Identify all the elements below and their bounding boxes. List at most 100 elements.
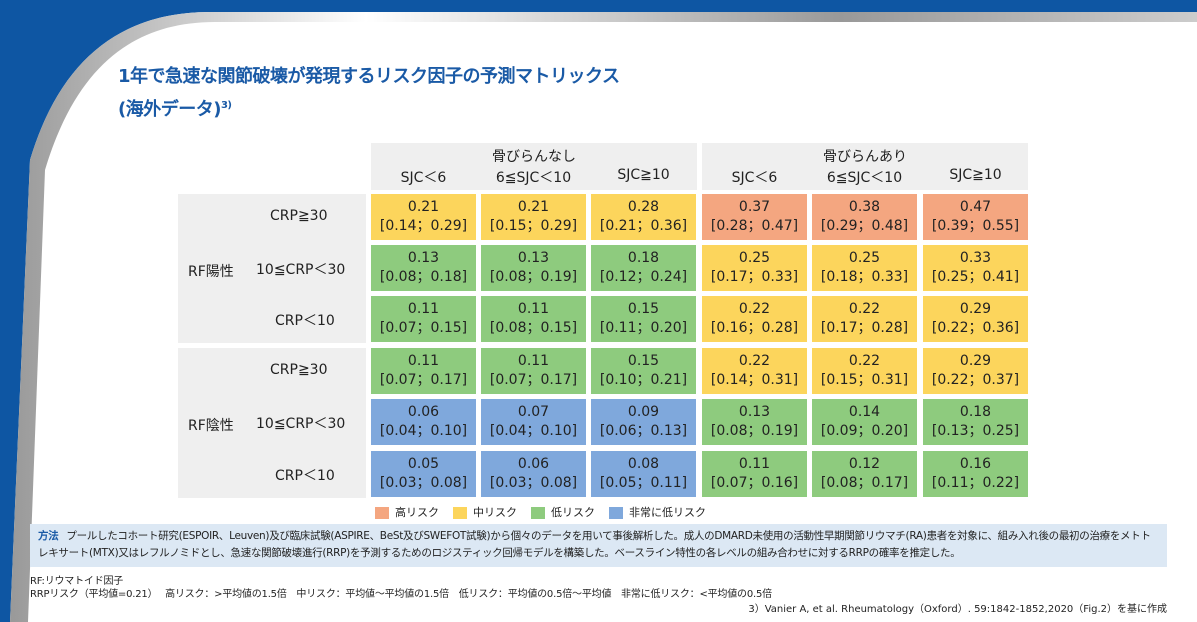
legend-swatch bbox=[375, 507, 389, 519]
cell-value: 0.13 bbox=[407, 250, 440, 266]
cell-ci: [0.07；0.15] bbox=[379, 320, 468, 336]
matrix-cell: 0.09 [0.06；0.13] bbox=[591, 399, 696, 445]
cell-value: 0.33 bbox=[959, 250, 992, 266]
legend-label: 低リスク bbox=[551, 506, 595, 519]
cell-value: 0.06 bbox=[517, 456, 550, 472]
method-box: 方法 プールしたコホート研究(ESPOIR、Leuven)及び臨床試験(ASPIR… bbox=[30, 524, 1167, 567]
cell-value: 0.13 bbox=[738, 404, 771, 420]
matrix-cell: 0.08 [0.05；0.11] bbox=[591, 451, 696, 497]
matrix-cell: 0.38 [0.29；0.48] bbox=[812, 194, 917, 240]
cell-value: 0.22 bbox=[848, 301, 881, 317]
rf-group-label: RF陽性 bbox=[188, 264, 234, 280]
matrix-cell: 0.07 [0.04；0.10] bbox=[481, 399, 586, 445]
cell-value: 0.05 bbox=[407, 456, 440, 472]
crp-row-label: 10≦CRP＜30 bbox=[256, 262, 346, 278]
cell-ci: [0.13；0.25] bbox=[931, 423, 1020, 439]
crp-row-label: CRP＜10 bbox=[275, 468, 335, 484]
matrix-cell: 0.25 [0.18；0.33] bbox=[812, 245, 917, 291]
cell-value: 0.25 bbox=[738, 250, 771, 266]
rf-group-label: RF陰性 bbox=[188, 418, 234, 434]
cell-ci: [0.08；0.19] bbox=[710, 423, 799, 439]
legend-label: 中リスク bbox=[473, 506, 517, 519]
matrix-cell: 0.22 [0.14；0.31] bbox=[702, 348, 807, 394]
matrix-cell: 0.13 [0.08；0.19] bbox=[702, 399, 807, 445]
cell-ci: [0.07；0.16] bbox=[710, 475, 799, 491]
matrix-cell: 0.15 [0.11；0.20] bbox=[591, 296, 696, 342]
column-header: 6≦SJC＜10 bbox=[826, 170, 903, 186]
cell-ci: [0.28；0.47] bbox=[710, 218, 799, 234]
matrix-cell: 0.05 [0.03；0.08] bbox=[371, 451, 476, 497]
note-rf: RF:リウマトイド因子 bbox=[30, 576, 124, 587]
cell-ci: [0.09；0.20] bbox=[820, 423, 909, 439]
crp-row-label: CRP≧30 bbox=[270, 208, 328, 224]
cell-ci: [0.05；0.11] bbox=[599, 475, 688, 491]
cell-ci: [0.25；0.41] bbox=[931, 269, 1020, 285]
matrix-cell: 0.11 [0.07；0.17] bbox=[481, 348, 586, 394]
cell-ci: [0.08；0.15] bbox=[489, 320, 578, 336]
cell-value: 0.12 bbox=[848, 456, 881, 472]
cell-ci: [0.29；0.48] bbox=[820, 218, 909, 234]
cell-value: 0.11 bbox=[407, 301, 440, 317]
legend-swatch bbox=[453, 507, 467, 519]
cell-ci: [0.14；0.31] bbox=[710, 372, 799, 388]
cell-ci: [0.22；0.37] bbox=[931, 372, 1020, 388]
cell-ci: [0.14；0.29] bbox=[379, 218, 468, 234]
group-header-bg bbox=[702, 143, 1028, 190]
cell-ci: [0.08；0.19] bbox=[489, 269, 578, 285]
column-header: SJC＜6 bbox=[731, 170, 778, 186]
matrix-cell: 0.33 [0.25；0.41] bbox=[923, 245, 1028, 291]
cell-value: 0.07 bbox=[517, 404, 550, 420]
matrix-cell: 0.22 [0.17；0.28] bbox=[812, 296, 917, 342]
column-header: SJC＜6 bbox=[400, 170, 447, 186]
cell-ci: [0.17；0.33] bbox=[710, 269, 799, 285]
cell-ci: [0.04；0.10] bbox=[489, 423, 578, 439]
legend-item: 高リスク bbox=[375, 504, 439, 520]
cell-value: 0.09 bbox=[627, 404, 660, 420]
matrix-cell: 0.16 [0.11；0.22] bbox=[923, 451, 1028, 497]
cell-value: 0.29 bbox=[959, 353, 992, 369]
cell-ci: [0.06；0.13] bbox=[599, 423, 688, 439]
matrix-cell: 0.22 [0.15；0.31] bbox=[812, 348, 917, 394]
cell-value: 0.22 bbox=[738, 353, 771, 369]
cell-value: 0.47 bbox=[959, 199, 992, 215]
cell-ci: [0.04；0.10] bbox=[379, 423, 468, 439]
cell-value: 0.11 bbox=[407, 353, 440, 369]
cell-ci: [0.39；0.55] bbox=[931, 218, 1020, 234]
legend-swatch bbox=[531, 507, 545, 519]
cell-ci: [0.03；0.08] bbox=[379, 475, 468, 491]
method-label: 方法 bbox=[38, 530, 59, 542]
cell-value: 0.38 bbox=[848, 199, 881, 215]
cell-ci: [0.18；0.33] bbox=[820, 269, 909, 285]
legend-item: 非常に低リスク bbox=[609, 504, 706, 520]
matrix-cell: 0.06 [0.04；0.10] bbox=[371, 399, 476, 445]
cell-value: 0.13 bbox=[517, 250, 550, 266]
cell-ci: [0.22；0.36] bbox=[931, 320, 1020, 336]
title-line1: 1年で急速な関節破壊が発現するリスク因子の予測マトリックス bbox=[118, 66, 620, 87]
column-header: SJC≧10 bbox=[949, 167, 1002, 183]
cell-value: 0.21 bbox=[517, 199, 550, 215]
rf-positive-bg bbox=[178, 194, 366, 343]
matrix-cell: 0.21 [0.15；0.29] bbox=[481, 194, 586, 240]
cell-ci: [0.10；0.21] bbox=[599, 372, 688, 388]
legend: 高リスク 中リスク 低リスク 非常に低リスク bbox=[375, 504, 706, 520]
cell-value: 0.14 bbox=[848, 404, 881, 420]
cell-ci: [0.12；0.24] bbox=[599, 269, 688, 285]
matrix-cell: 0.21 [0.14；0.29] bbox=[371, 194, 476, 240]
title-line2: (海外データ) bbox=[118, 99, 221, 120]
column-header: SJC≧10 bbox=[617, 167, 670, 183]
matrix-cell: 0.29 [0.22；0.36] bbox=[923, 296, 1028, 342]
matrix-cell: 0.11 [0.08；0.15] bbox=[481, 296, 586, 342]
cell-value: 0.25 bbox=[848, 250, 881, 266]
matrix-cell: 0.14 [0.09；0.20] bbox=[812, 399, 917, 445]
matrix-cell: 0.13 [0.08；0.19] bbox=[481, 245, 586, 291]
matrix-cell: 0.11 [0.07；0.17] bbox=[371, 348, 476, 394]
cell-value: 0.15 bbox=[627, 301, 660, 317]
legend-label: 非常に低リスク bbox=[629, 506, 706, 519]
cell-value: 0.22 bbox=[848, 353, 881, 369]
cell-ci: [0.08；0.17] bbox=[820, 475, 909, 491]
cell-value: 0.18 bbox=[959, 404, 992, 420]
cell-value: 0.08 bbox=[627, 456, 660, 472]
legend-label: 高リスク bbox=[395, 506, 439, 519]
crp-row-label: CRP≧30 bbox=[270, 362, 328, 378]
cell-ci: [0.07；0.17] bbox=[379, 372, 468, 388]
